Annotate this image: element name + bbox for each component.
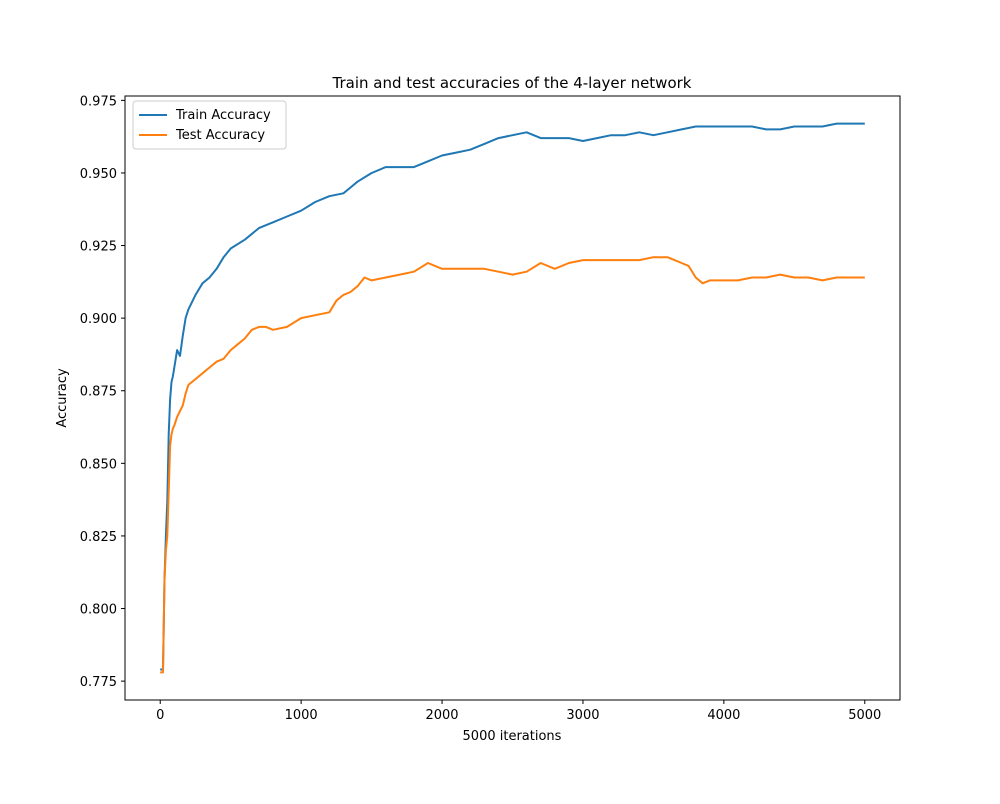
y-tick-label: 0.800 xyxy=(80,603,117,618)
y-tick-label: 0.925 xyxy=(80,240,117,255)
y-tick-label: 0.900 xyxy=(80,312,117,327)
series-line-train-accuracy xyxy=(160,122,865,671)
x-tick-label: 5000 xyxy=(848,708,881,723)
legend-box xyxy=(132,100,287,150)
y-axis-label: Accuracy xyxy=(55,368,70,428)
y-tick-label: 0.975 xyxy=(80,94,117,109)
y-axis-ticks: 0.775 0.800 0.825 0.850 0.875 0.900 0.925 0.950… xyxy=(80,94,125,690)
x-tick-label: 3000 xyxy=(566,708,599,723)
x-tick-label: 2000 xyxy=(425,708,458,723)
legend-label-train: Train Accuracy xyxy=(175,108,271,123)
chart-title: Train and test accuracies of the 4-layer… xyxy=(332,74,692,92)
legend-label-test: Test Accuracy xyxy=(175,128,265,143)
legend: Train Accuracy Test Accuracy xyxy=(132,100,287,150)
plot-frame xyxy=(124,95,901,701)
plot-area xyxy=(124,95,901,701)
y-tick-label: 0.950 xyxy=(80,167,117,182)
lines-layer xyxy=(160,122,865,674)
series-line-test-accuracy xyxy=(160,256,865,674)
y-tick-label: 0.850 xyxy=(80,457,117,472)
y-tick-label: 0.775 xyxy=(80,675,117,690)
y-tick-label: 0.825 xyxy=(80,530,117,545)
x-axis-ticks: 0 1000 2000 3000 4000 5000 xyxy=(156,700,881,723)
x-axis-label: 5000 iterations xyxy=(463,729,562,744)
x-tick-label: 1000 xyxy=(285,708,318,723)
x-tick-label: 4000 xyxy=(707,708,740,723)
y-tick-label: 0.875 xyxy=(80,385,117,400)
x-tick-label: 0 xyxy=(156,708,164,723)
